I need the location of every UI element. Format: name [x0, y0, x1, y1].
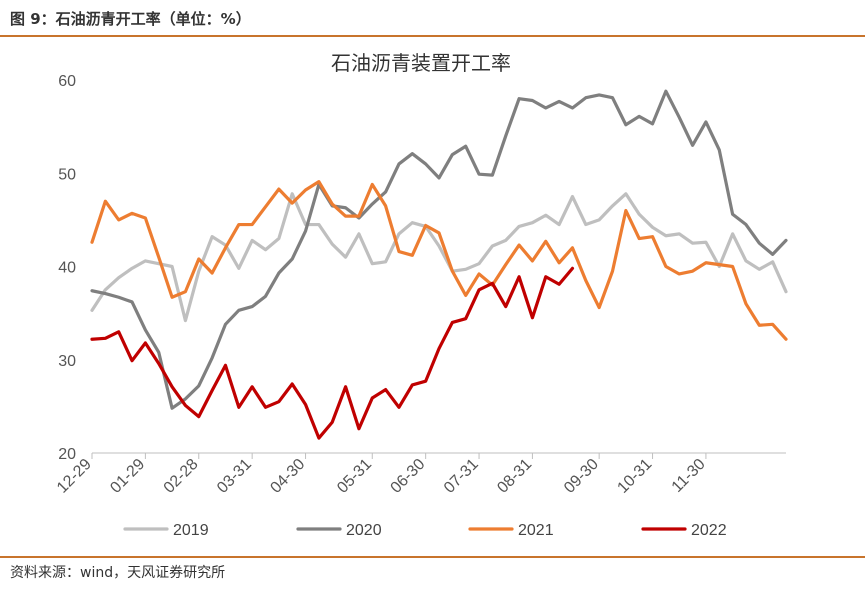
x-tick-label: 08-31	[494, 456, 535, 497]
bottom-divider	[0, 556, 865, 558]
x-tick-label: 10-31	[614, 456, 655, 497]
x-tick-label: 11-30	[669, 456, 709, 496]
series-line-2020	[90, 89, 788, 410]
legend-label: 2021	[518, 522, 554, 539]
y-tick-label: 20	[58, 446, 76, 463]
legend-label: 2020	[346, 522, 382, 539]
x-tick-label: 06-30	[388, 456, 429, 497]
y-tick-label: 30	[58, 353, 76, 370]
x-tick-label: 02-28	[161, 456, 202, 497]
legend-label: 2019	[173, 522, 209, 539]
series-line-2021	[90, 180, 788, 341]
x-tick-label: 05-31	[334, 456, 375, 497]
y-tick-label: 60	[58, 73, 76, 90]
series-layer	[90, 89, 788, 440]
x-tick-label: 03-31	[214, 456, 255, 497]
series-line-2022	[90, 266, 575, 440]
x-tick-label: 04-30	[267, 456, 308, 497]
source-note: 资料来源：wind，天风证券研究所	[10, 565, 226, 581]
series-line-2019	[90, 192, 788, 323]
legend-item-2019: 2019	[123, 522, 209, 539]
figure-caption: 图 9：石油沥青开工率（单位：%）	[10, 10, 251, 28]
top-divider	[0, 35, 865, 37]
y-tick-label: 40	[58, 260, 76, 277]
x-tick-label: 09-30	[561, 456, 602, 497]
legend-label: 2022	[691, 522, 727, 539]
chart-title: 石油沥青装置开工率	[331, 51, 511, 75]
legend-item-2022: 2022	[641, 522, 727, 539]
legend-item-2021: 2021	[468, 522, 554, 539]
legend-item-2020: 2020	[296, 522, 382, 539]
x-tick-label: 01-29	[107, 456, 148, 497]
legend: 2019 2020 2021 2022	[123, 522, 727, 539]
x-tick-label: 07-31	[441, 456, 482, 497]
y-tick-label: 50	[58, 166, 76, 183]
